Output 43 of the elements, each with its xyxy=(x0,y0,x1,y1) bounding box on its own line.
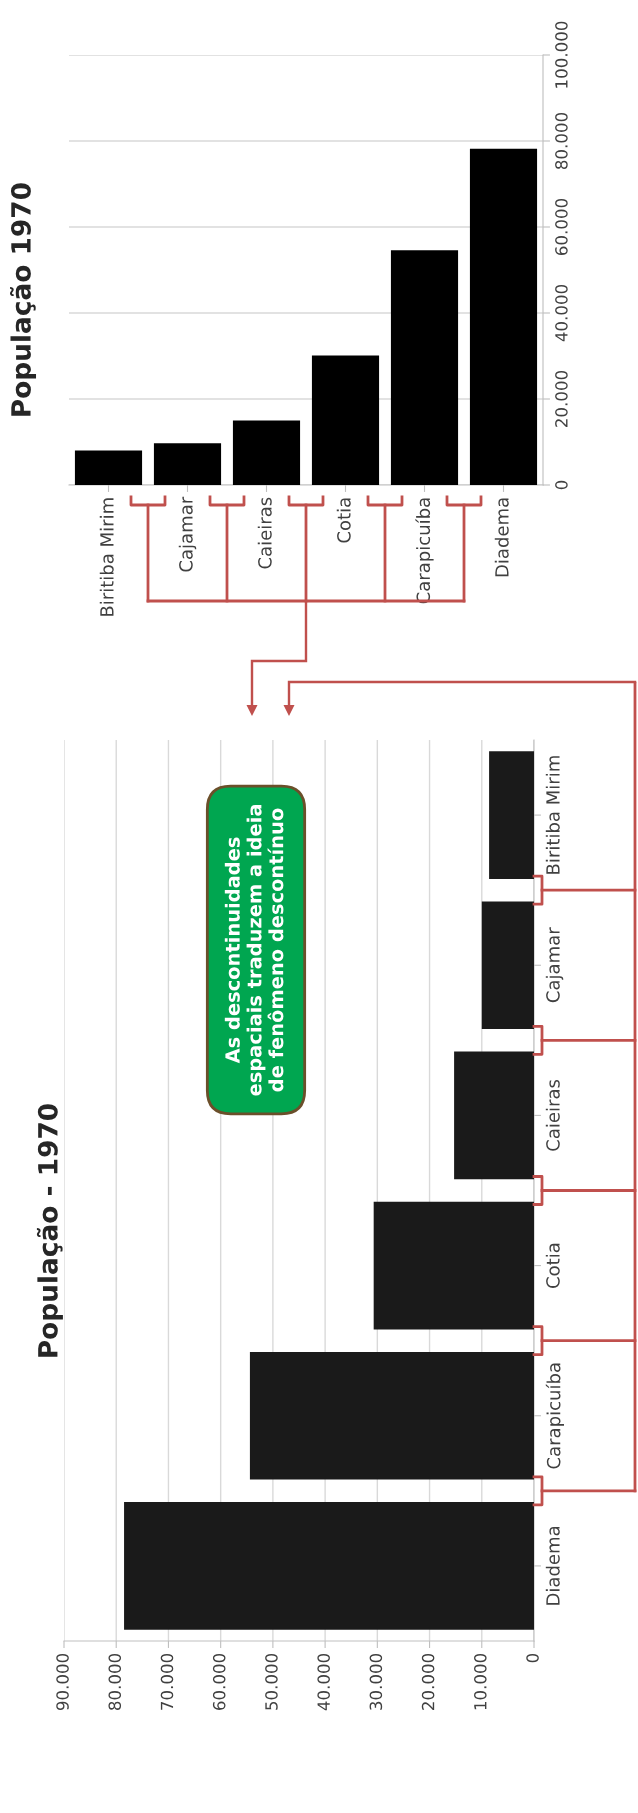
x-tick-label: 90.000 xyxy=(56,1653,69,1711)
x-tick-label: Diadema xyxy=(494,498,509,577)
bar xyxy=(481,901,534,1030)
annotation: As descontinuidades espaciais traduzem a ideia de fenômeno descontínuo xyxy=(224,805,284,1096)
bar xyxy=(311,355,380,485)
x-tick-label: Cajamar xyxy=(178,496,197,572)
x-tick-label: 40.000 xyxy=(317,1653,330,1711)
x-tick-label: 10.000 xyxy=(474,1653,487,1710)
y-tick-label: Cotia xyxy=(545,1243,560,1288)
y-tick-label: 40.000 xyxy=(555,284,568,342)
x-tick-label: 0 xyxy=(526,1653,539,1663)
x-tick-label: 30.000 xyxy=(369,1653,383,1710)
x-tick-label: Caieiras xyxy=(257,497,272,569)
bar xyxy=(232,420,301,485)
bar xyxy=(373,1201,534,1330)
bar xyxy=(489,751,534,879)
y-tick-label: Biritiba Mirim xyxy=(545,756,560,874)
y-tick-label: Cajamar xyxy=(545,927,564,1003)
y-tick-label: 80.000 xyxy=(555,112,568,170)
y-tick-label: 100.000 xyxy=(555,21,568,88)
x-tick-label: 60.000 xyxy=(212,1653,226,1710)
bar xyxy=(124,1502,534,1630)
y-tick-label: 60.000 xyxy=(555,198,568,255)
bar xyxy=(454,1051,534,1180)
bar xyxy=(249,1351,534,1480)
x-tick-label: 50.000 xyxy=(265,1653,278,1710)
text: População 1970 xyxy=(10,183,37,416)
y-tick-label: Diadema xyxy=(545,1526,560,1605)
bar xyxy=(153,443,222,485)
y-tick-label: Caieiras xyxy=(545,1079,560,1151)
bar xyxy=(390,250,459,485)
bar xyxy=(74,450,143,485)
text: População - 1970 xyxy=(36,1104,63,1357)
bar xyxy=(469,148,538,485)
x-tick-label: Biritiba Mirim xyxy=(99,498,114,616)
x-tick-label: 80.000 xyxy=(108,1653,122,1710)
x-tick-label: 20.000 xyxy=(421,1653,435,1710)
x-tick-label: 70.000 xyxy=(160,1653,174,1710)
x-tick-label: Cotia xyxy=(336,498,351,543)
y-tick-label: 20.000 xyxy=(555,370,568,427)
x-tick-label: Carapicuíba xyxy=(415,498,434,604)
y-tick-label: 0 xyxy=(555,480,568,490)
y-tick-label: Carapicuíba xyxy=(545,1363,564,1469)
